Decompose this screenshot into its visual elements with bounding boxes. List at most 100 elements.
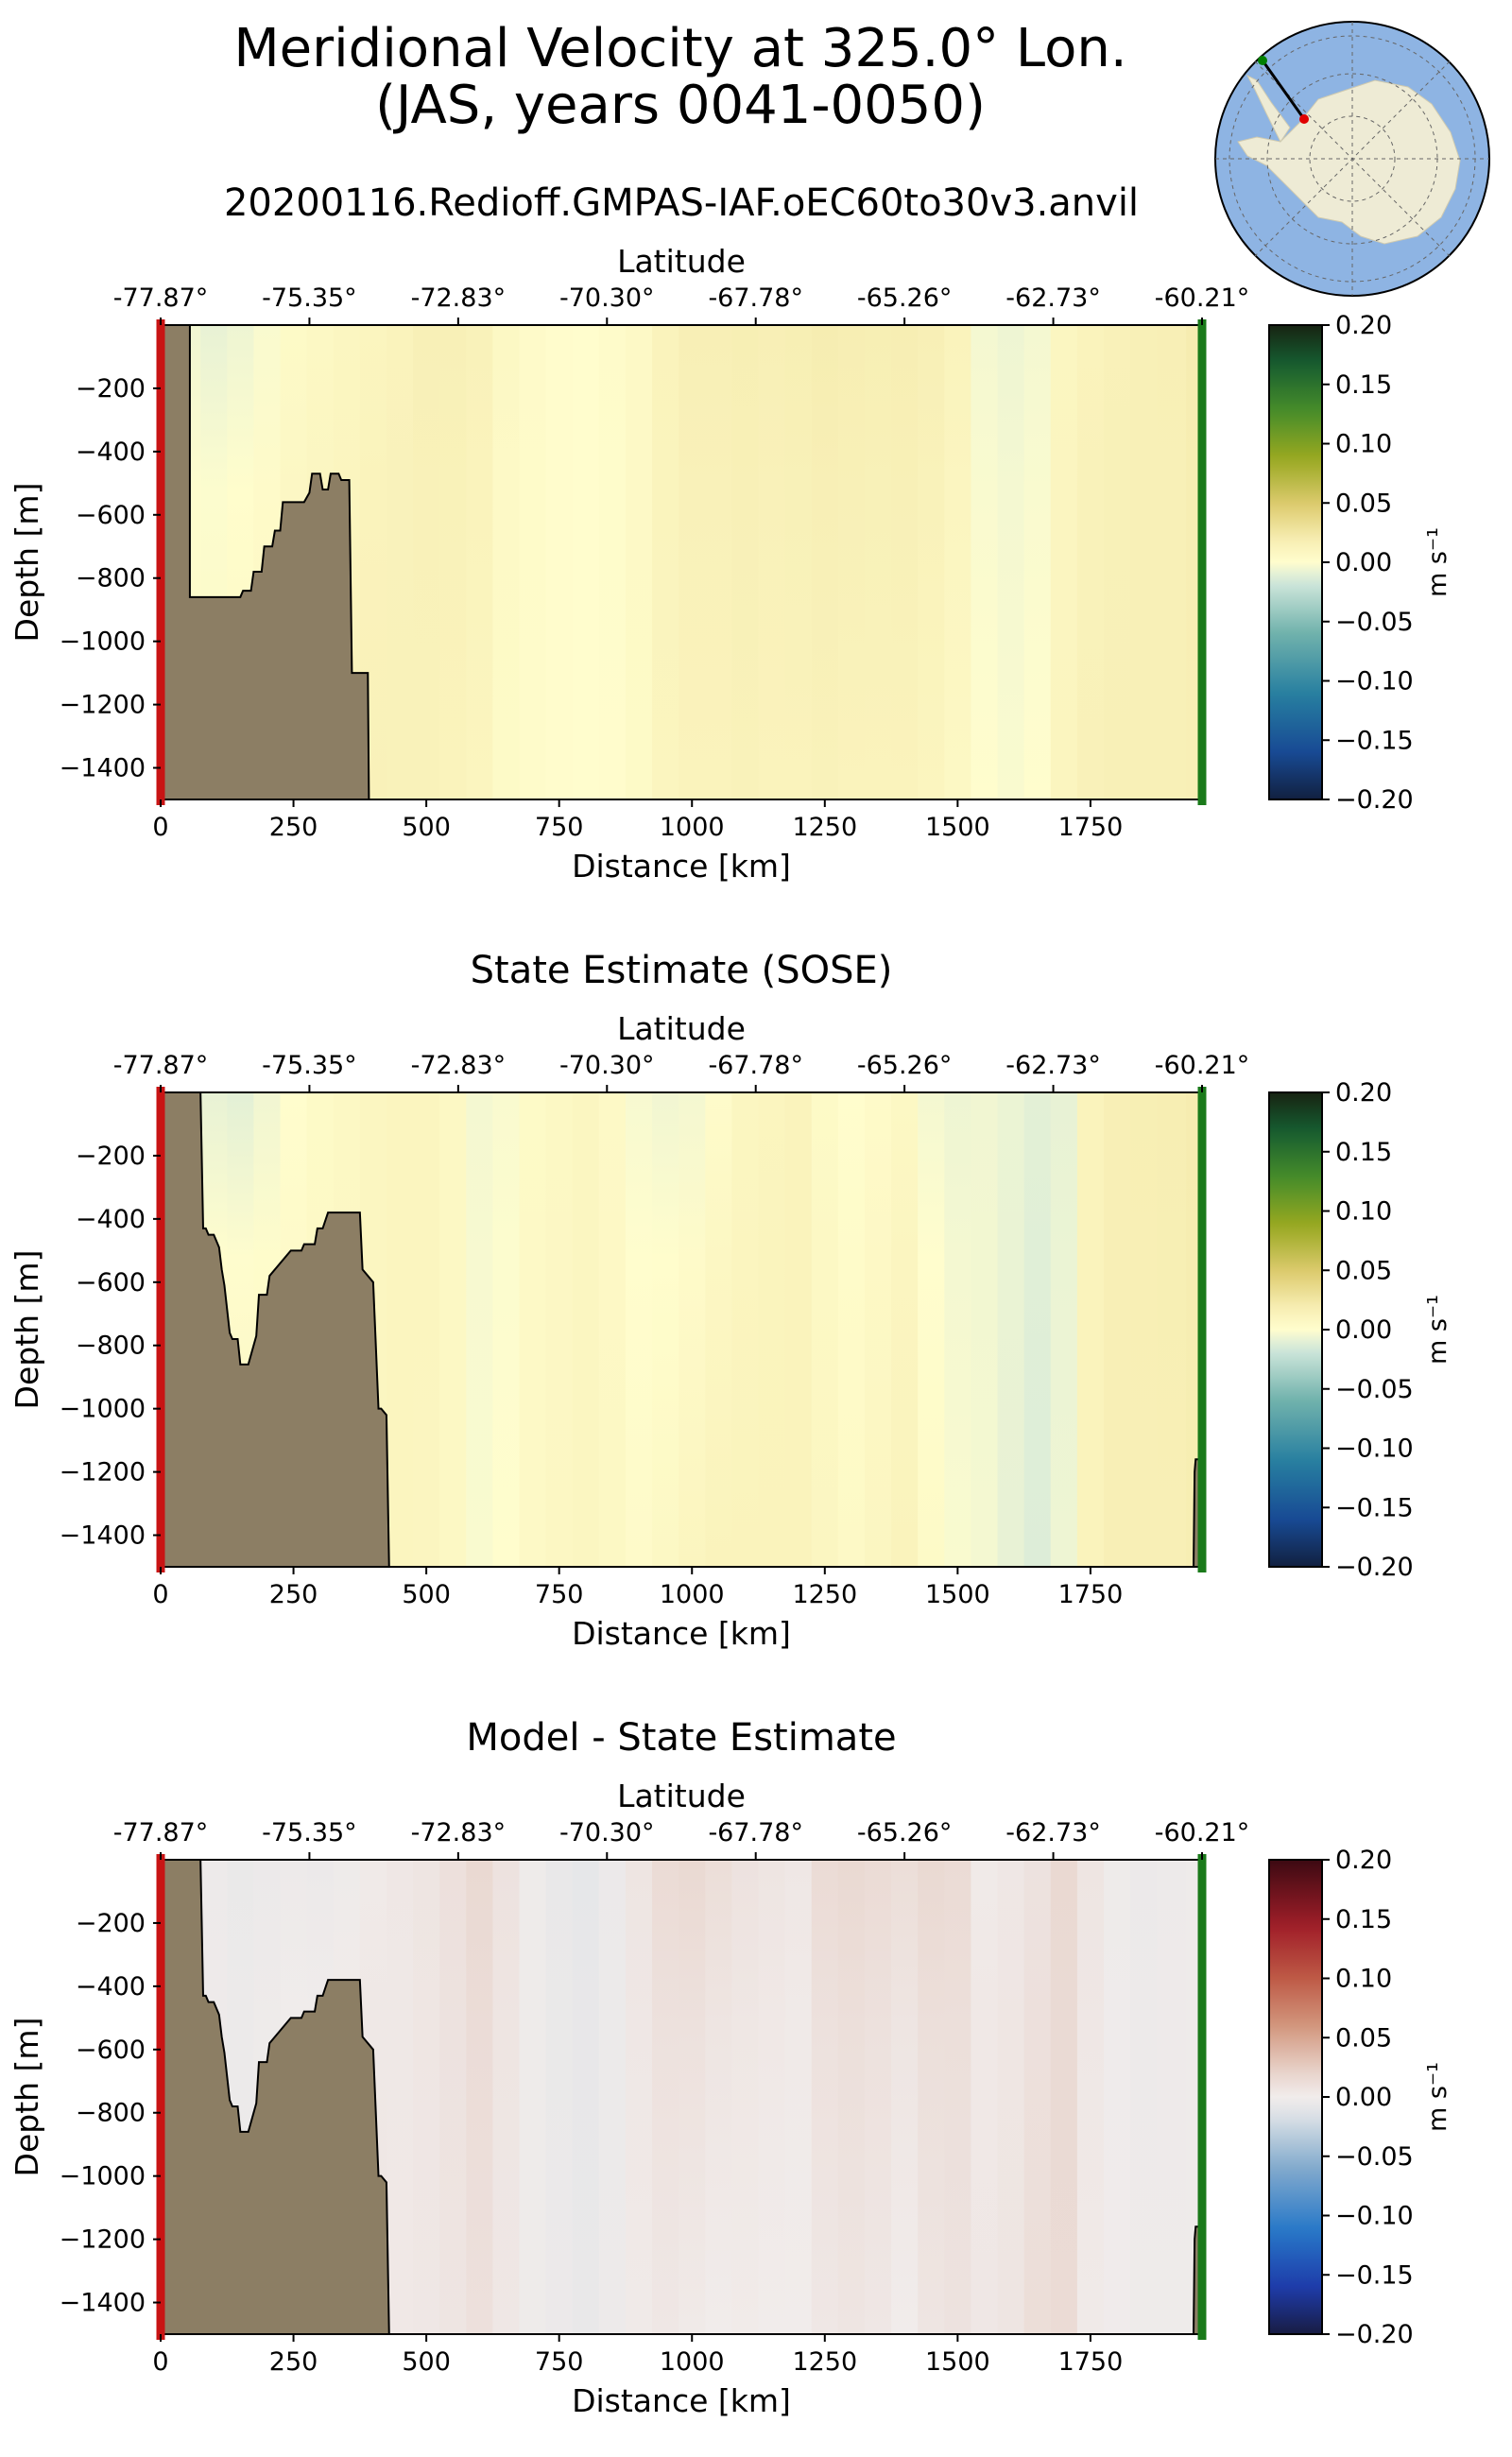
colorbar-tick-label: 0.15 — [1335, 1138, 1392, 1167]
bathymetry-left — [161, 1860, 389, 2334]
colorbar-tick-label: 0.05 — [1335, 2023, 1392, 2053]
bathymetry-left-outline — [161, 1092, 390, 1567]
inset-transect-line — [1261, 60, 1306, 120]
y-tick-label: −400 — [76, 438, 146, 467]
bathymetry-left — [161, 1092, 389, 1567]
y-tick-label: −600 — [76, 501, 146, 530]
colorbar-tick-label: −0.05 — [1335, 608, 1414, 637]
field-column — [997, 1092, 1025, 1567]
field-column — [1130, 325, 1159, 799]
field-column — [731, 325, 760, 799]
panel-title: Model - State Estimate — [466, 1716, 896, 1760]
x-tick-label: 1500 — [925, 813, 990, 842]
field-column — [758, 1860, 786, 2334]
x-tick-label: 1250 — [792, 2347, 857, 2377]
field-column — [1157, 1860, 1187, 2334]
lat-tick-label: -75.35° — [262, 1818, 357, 1847]
field-column — [439, 1092, 468, 1567]
lat-tick-label: -60.21° — [1155, 284, 1250, 313]
field-column — [652, 325, 679, 799]
field-column — [545, 1092, 574, 1567]
panel-title: 20200116.Redioff.GMPAS-IAF.oEC60to30v3.a… — [224, 181, 1139, 225]
field-column — [545, 325, 574, 799]
inset-transect-end-marker — [1258, 56, 1267, 65]
colorbar-tick-label: −0.10 — [1335, 667, 1414, 696]
field-column — [1023, 325, 1052, 799]
field-column — [891, 1860, 919, 2334]
field-column — [971, 1860, 999, 2334]
x-tick-label: 500 — [402, 2347, 451, 2377]
y-tick-label: −1200 — [60, 2225, 146, 2255]
x-tick-label: 0 — [152, 1580, 168, 1609]
x-tick-label: 250 — [269, 2347, 318, 2377]
colorbar-tick-label: 0.10 — [1335, 1197, 1392, 1227]
field-column — [864, 1860, 892, 2334]
field-column — [386, 1092, 414, 1567]
colorbar-tick-label: 0.20 — [1335, 311, 1392, 340]
colorbar-tick-label: 0.05 — [1335, 1256, 1392, 1285]
lat-tick-label: -65.26° — [857, 284, 953, 313]
y-tick-label: −800 — [76, 1332, 146, 1361]
field-column — [705, 1092, 733, 1567]
y-tick-label: −200 — [76, 374, 146, 404]
field-column — [1157, 1092, 1187, 1567]
field-column — [997, 1860, 1025, 2334]
lat-tick-label: -77.87° — [113, 1051, 209, 1080]
x-axis-label: Distance [km] — [572, 2382, 791, 2419]
field-column — [944, 1092, 972, 1567]
field-column — [758, 325, 786, 799]
x-tick-label: 0 — [152, 813, 168, 842]
field-column — [997, 325, 1025, 799]
lat-tick-label: -60.21° — [1155, 1051, 1250, 1080]
lat-tick-label: -62.73° — [1005, 1818, 1101, 1847]
field-column — [466, 325, 494, 799]
x-tick-label: 1000 — [660, 813, 725, 842]
x-tick-label: 1000 — [660, 2347, 725, 2377]
field-column — [811, 325, 839, 799]
colorbar-units-label: m s⁻¹ — [1423, 2062, 1452, 2132]
field-column — [1130, 1860, 1159, 2334]
field-column — [1050, 1860, 1078, 2334]
field-column — [1023, 1860, 1052, 2334]
field-column — [598, 325, 627, 799]
field-column — [705, 1860, 733, 2334]
panel-1: 20200116.Redioff.GMPAS-IAF.oEC60to30v3.a… — [9, 181, 1452, 885]
lat-tick-label: -70.30° — [559, 1818, 655, 1847]
field-column — [652, 1860, 679, 2334]
colorbar: 0.20 0.15 0.10 0.05 0.00 −0.05 −0.10 −0.15 −0.20… — [1268, 1846, 1452, 2349]
field-column — [1076, 325, 1105, 799]
colorbar: 0.20 0.15 0.10 0.05 0.00 −0.05 −0.10 −0.15 −0.20… — [1268, 311, 1452, 815]
field-column — [519, 325, 547, 799]
lat-tick-label: -70.30° — [559, 284, 655, 313]
field-column — [466, 1092, 494, 1567]
field-column — [784, 325, 813, 799]
colorbar-tick-label: −0.10 — [1335, 1435, 1414, 1464]
y-tick-label: −1400 — [60, 754, 146, 783]
colorbar-bar — [1268, 324, 1323, 800]
lat-tick-label: -75.35° — [262, 284, 357, 313]
y-tick-label: −600 — [76, 1268, 146, 1297]
x-tick-label: 750 — [535, 813, 584, 842]
lat-tick-label: -72.83° — [411, 1818, 507, 1847]
field-column — [625, 1092, 653, 1567]
bathymetry-left-outline — [161, 1860, 390, 2334]
y-axis-label: Depth [m] — [9, 1250, 45, 1410]
colorbar-tick-label: 0.20 — [1335, 1078, 1392, 1108]
x-axis-label: Distance [km] — [572, 848, 791, 885]
field-column — [1103, 325, 1131, 799]
panel-title: State Estimate (SOSE) — [471, 949, 893, 992]
y-tick-label: −800 — [76, 2099, 146, 2128]
colorbar-tick-label: −0.20 — [1335, 2320, 1414, 2349]
field-column — [439, 1860, 468, 2334]
colorbar-bar — [1268, 1091, 1323, 1568]
field-column — [784, 1092, 813, 1567]
field-column — [705, 325, 733, 799]
colorbar-tick-label: −0.05 — [1335, 1375, 1414, 1404]
y-tick-label: −1000 — [60, 1395, 146, 1424]
field-column — [679, 1860, 707, 2334]
x-tick-label: 1750 — [1058, 813, 1124, 842]
colorbar-tick-label: 0.10 — [1335, 1965, 1392, 1994]
field-column — [1050, 1092, 1078, 1567]
latitude-axis-label: Latitude — [617, 243, 746, 280]
field-column — [1130, 1092, 1159, 1567]
